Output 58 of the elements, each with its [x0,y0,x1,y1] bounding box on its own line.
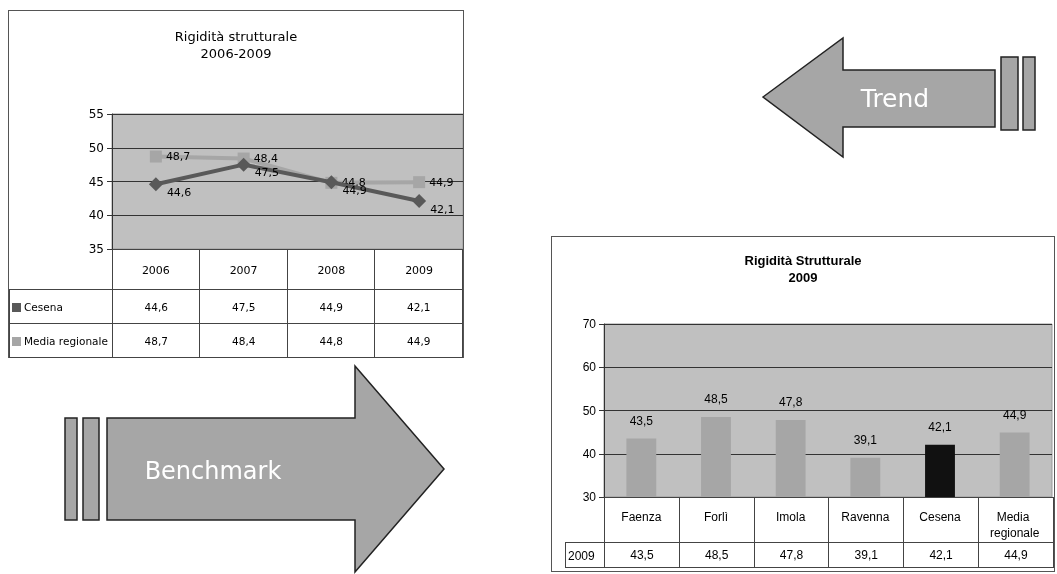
text: 2009 [568,548,595,563]
text: 48,5 [704,391,728,406]
y-tick-label: 50 [88,140,104,155]
y-tick-label: 70 [582,317,597,331]
text: 44,9 [1002,407,1027,422]
text: 42,1 [928,419,952,434]
text: 43,5 [629,413,654,428]
x-tick-label: Cesena [919,510,961,524]
chart-subtitle: 2006-2009 [200,46,272,61]
y-tick-label: 35 [88,242,104,256]
data-label: 42,1 [903,542,979,568]
x-tick-label: 2009 [405,264,434,277]
data-label: 42,1 [374,289,463,324]
legend-label: Media regionale [24,335,108,347]
y-tick-label: 40 [88,208,104,223]
chart-title: Rigidità Strutturale [744,253,862,268]
data-label: 44,9 [287,289,375,324]
x-tick-label: Ravenna [841,510,890,524]
y-tick-label: 45 [88,174,104,189]
data-label: 47,8 [754,542,829,568]
data-label: 48,7 [112,323,200,358]
data-label: 44,9 [978,542,1054,568]
x-tick-label: Media regionale [989,510,1040,540]
data-label: 44,6 [112,289,200,324]
point [149,150,162,163]
text: Benchmark [144,457,282,485]
y-tick-label: 40 [582,446,597,461]
text: 47,8 [778,395,803,410]
data-label: 39,1 [828,542,904,568]
text: 44,6 [166,185,192,199]
data-label: 48,5 [679,542,755,568]
data-label: 47,5 [199,289,288,324]
data-label: 44,8 [287,323,375,358]
text: 48,4 [253,152,279,166]
text: 39,1 [853,432,878,447]
x-tick-label: Faenza [621,510,662,524]
y-tick-label: 55 [88,107,104,121]
y-tick-label: 60 [582,360,597,375]
point [413,176,426,189]
x-tick-label: 2007 [229,264,258,277]
chart-title: Rigidità strutturale [174,29,298,44]
point [148,177,163,192]
x-tick-label: 2006 [141,264,170,277]
data-label: 43,5 [604,542,680,568]
text: Trend [859,84,930,113]
text: 48,7 [165,150,191,164]
legend-label: Cesena [24,301,63,313]
x-tick-label: Forlì [704,510,728,524]
y-tick-label: 50 [582,403,597,418]
text: 47,5 [254,166,280,180]
point [412,194,427,209]
x-tick-label: 2008 [317,264,346,277]
point [236,157,251,172]
data-label: 44,9 [374,323,463,358]
y-tick-label: 30 [582,490,597,504]
x-tick-label: Imola [775,510,806,524]
text: 42,1 [430,202,455,216]
data-label: 48,4 [199,323,288,358]
